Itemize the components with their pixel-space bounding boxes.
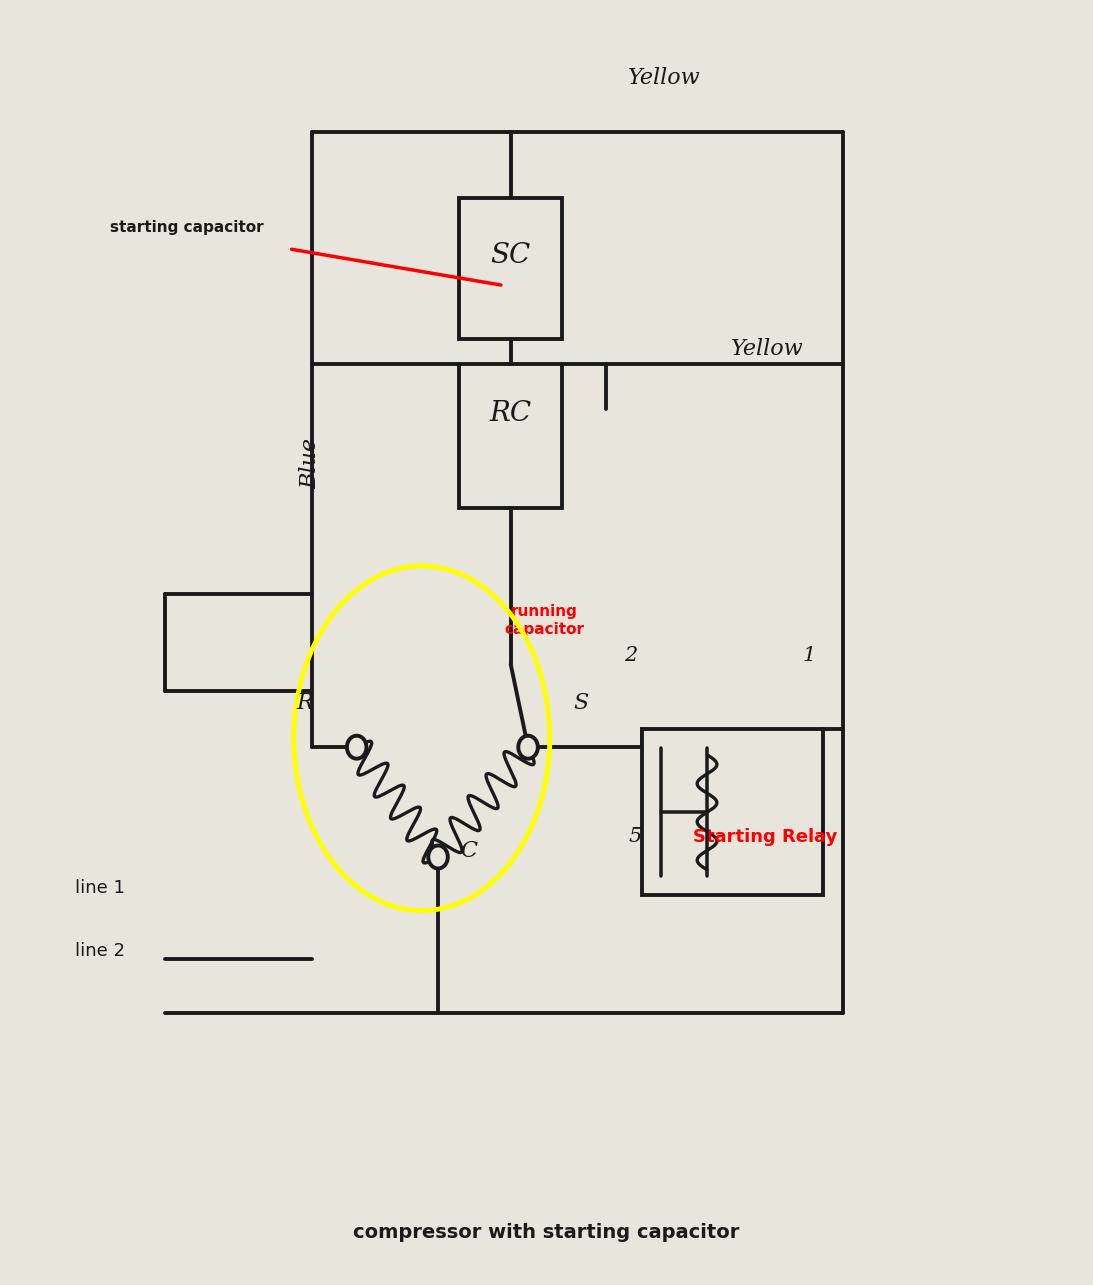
Text: 2: 2: [624, 646, 637, 664]
Text: line 1: line 1: [74, 879, 125, 897]
Text: RC: RC: [490, 400, 532, 427]
Text: compressor with starting capacitor: compressor with starting capacitor: [353, 1223, 740, 1241]
Text: Yellow: Yellow: [627, 67, 701, 89]
Text: SC: SC: [491, 242, 531, 269]
Text: Blue: Blue: [299, 438, 321, 490]
Circle shape: [346, 736, 366, 758]
Text: 5: 5: [628, 828, 642, 846]
Text: C: C: [460, 840, 477, 862]
Text: running
capacitor: running capacitor: [504, 604, 585, 636]
Text: S: S: [574, 691, 589, 713]
Bar: [642, 730, 823, 896]
Bar: [459, 198, 562, 339]
Text: 1: 1: [802, 646, 815, 664]
Text: R: R: [296, 691, 314, 713]
Circle shape: [518, 736, 538, 758]
Bar: [459, 364, 562, 509]
Text: Starting Relay: Starting Relay: [693, 828, 837, 846]
Circle shape: [428, 846, 448, 869]
Text: line 2: line 2: [74, 942, 125, 960]
Text: Yellow: Yellow: [731, 338, 803, 360]
Text: starting capacitor: starting capacitor: [110, 220, 265, 235]
